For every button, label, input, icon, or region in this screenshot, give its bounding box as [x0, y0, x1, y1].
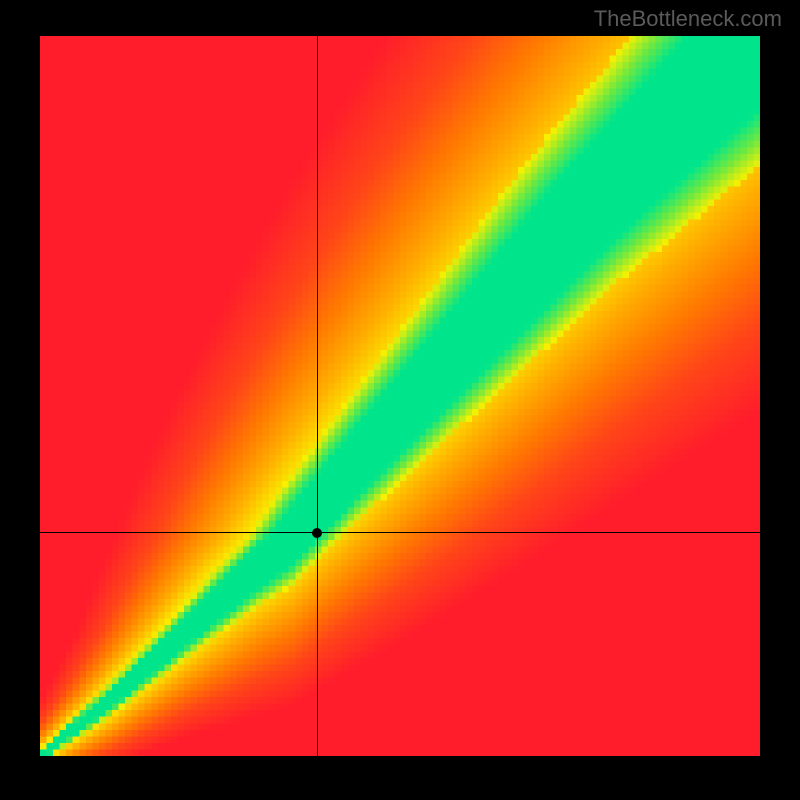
crosshair-vertical: [317, 36, 318, 756]
watermark-text: TheBottleneck.com: [594, 6, 782, 32]
chart-container: TheBottleneck.com: [0, 0, 800, 800]
plot-area: [40, 36, 760, 756]
heatmap-canvas: [40, 36, 760, 756]
crosshair-marker: [312, 528, 322, 538]
crosshair-horizontal: [40, 532, 760, 533]
